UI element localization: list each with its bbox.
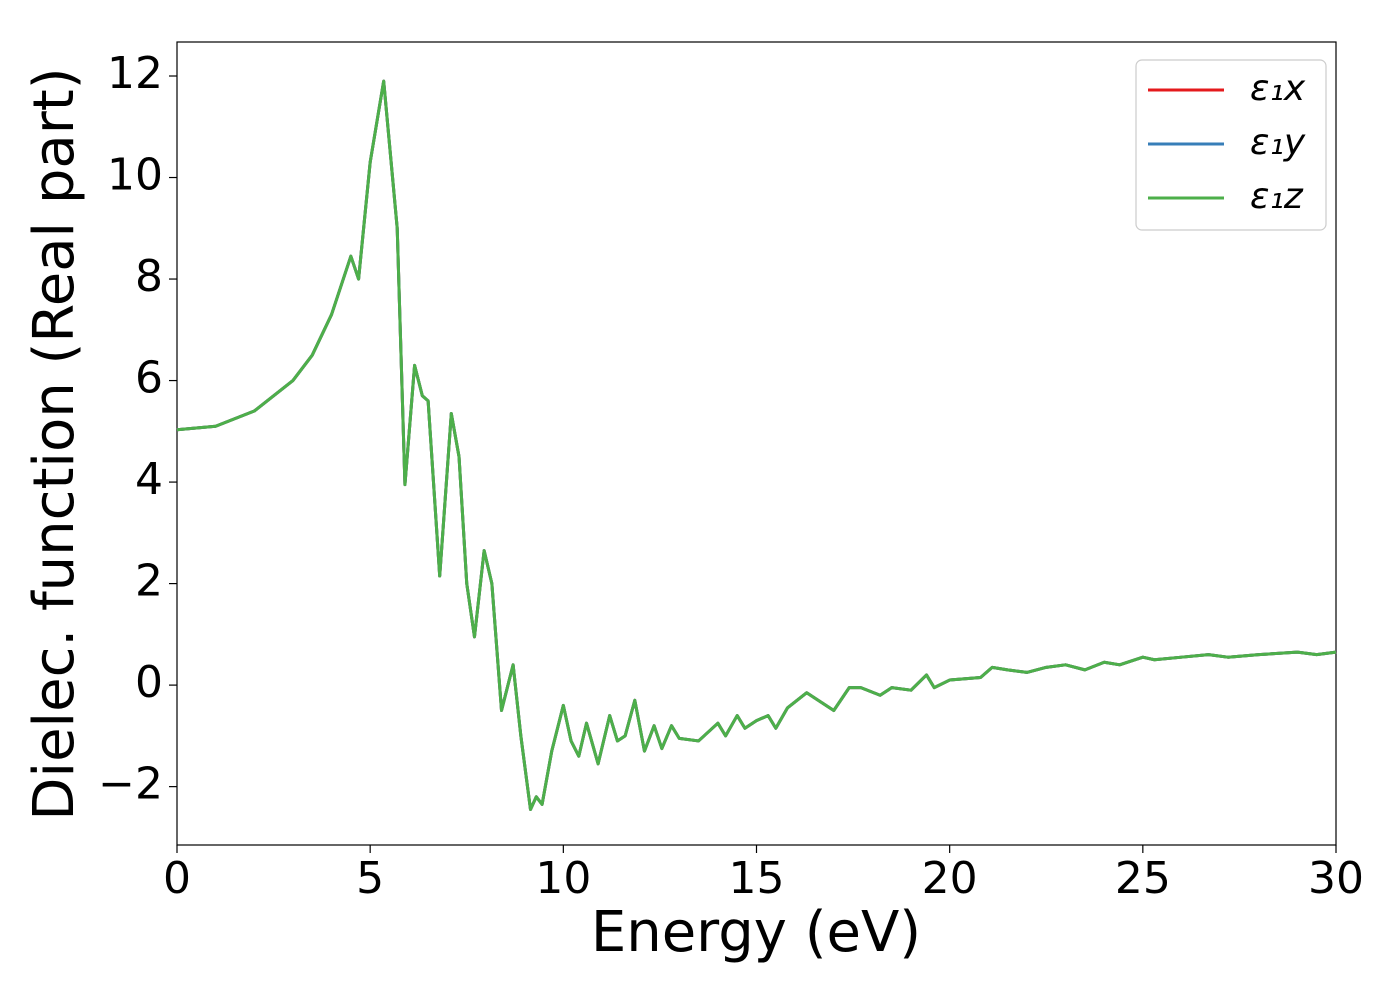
y-tick-label: −2 (98, 759, 163, 810)
legend-box (1135, 59, 1327, 231)
legend-label: ε₁x (1250, 68, 1306, 109)
x-tick-label: 5 (356, 853, 384, 904)
legend-label: ε₁z (1250, 176, 1304, 217)
x-axis-label: Energy (eV) (591, 900, 921, 965)
y-tick-label: 4 (135, 454, 163, 505)
data-line (176, 79, 1337, 811)
y-tick-label: 6 (135, 353, 163, 404)
x-tick-label: 20 (922, 853, 978, 904)
x-tick-label: 0 (163, 853, 191, 904)
x-tick-label: 10 (535, 853, 591, 904)
y-axis-label: Dielec. function (Real part) (22, 67, 87, 820)
x-tick-label: 25 (1115, 853, 1171, 904)
y-tick-label: 8 (135, 251, 163, 302)
y-tick-label: 2 (135, 556, 163, 607)
y-tick-label: 0 (135, 657, 163, 708)
y-tick-label: 12 (107, 48, 163, 99)
legend-label: ε₁y (1250, 122, 1306, 163)
x-tick-label: 30 (1308, 853, 1364, 904)
x-tick-label: 15 (729, 853, 785, 904)
y-tick-label: 10 (107, 150, 163, 201)
